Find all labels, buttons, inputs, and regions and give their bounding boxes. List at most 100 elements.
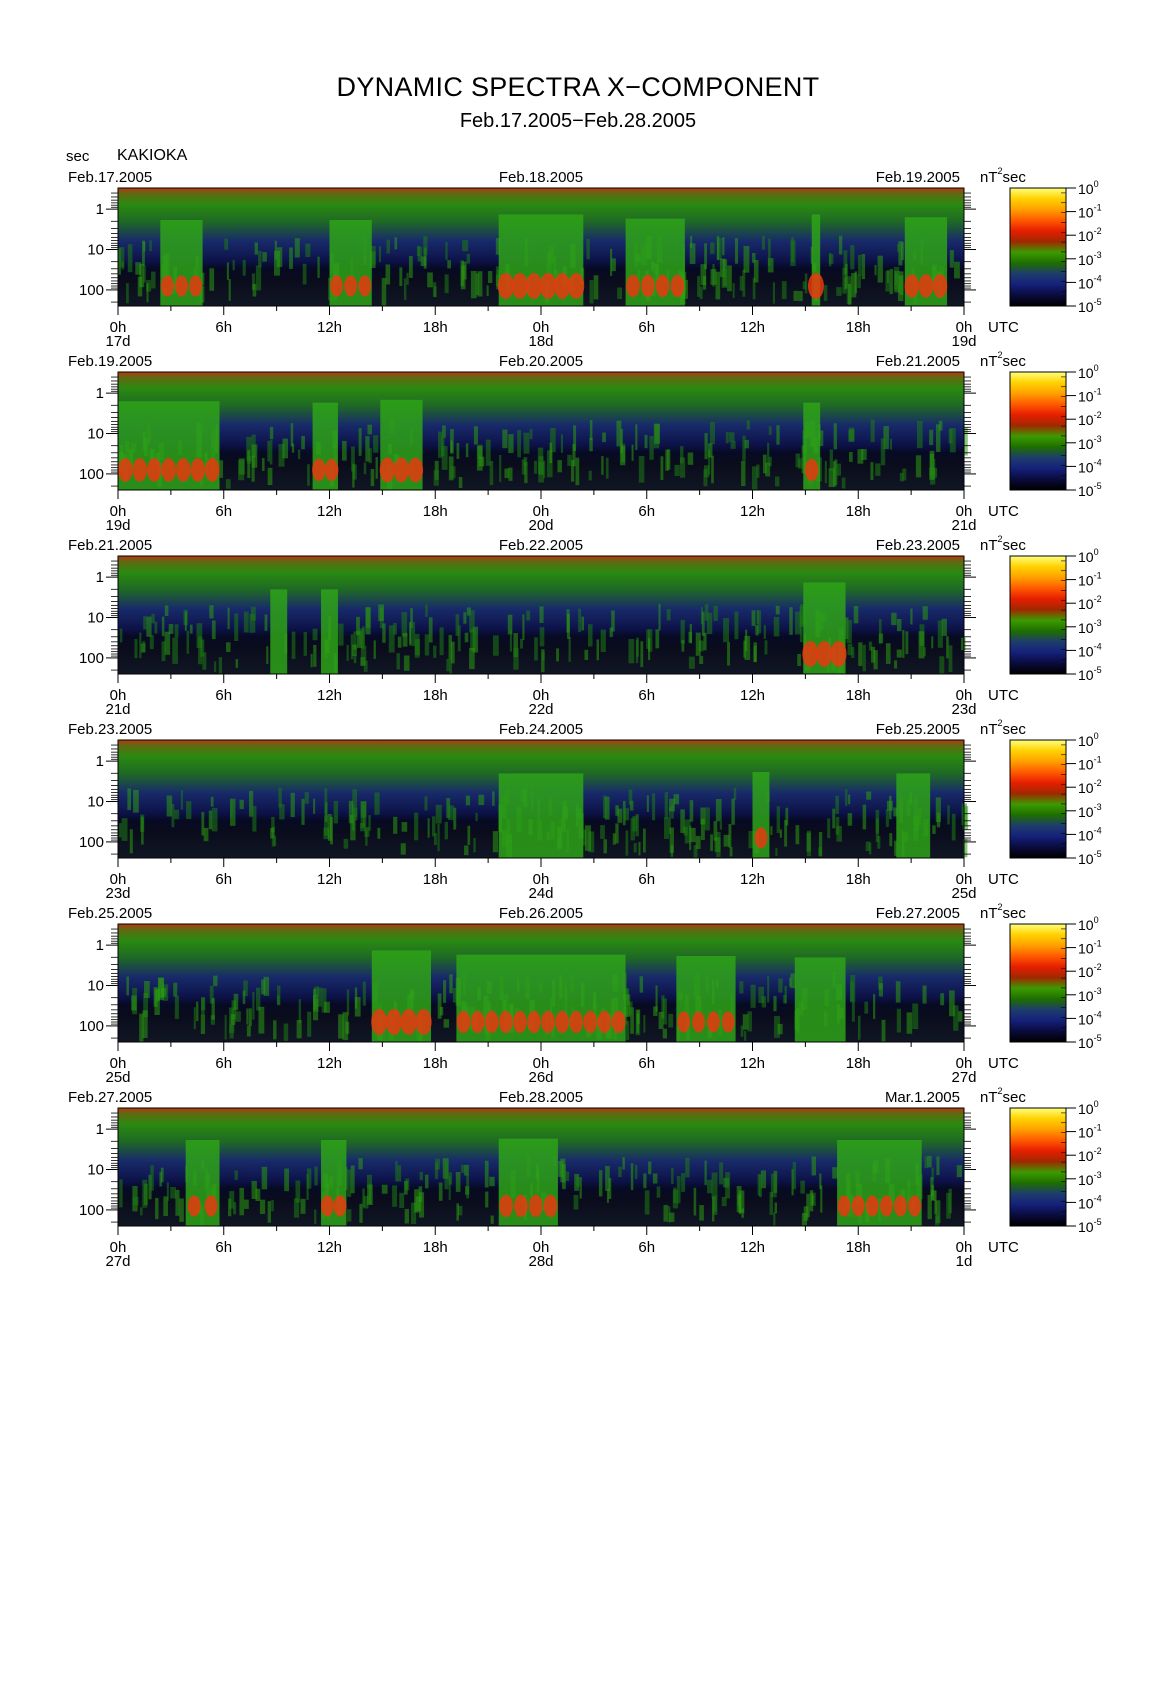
spectrum-texture bbox=[567, 454, 572, 466]
colorbar-tick-label: 100 bbox=[1078, 179, 1099, 197]
spectrum-texture bbox=[359, 1203, 363, 1223]
spectrum-texture bbox=[731, 798, 735, 825]
day-label-left: 17d bbox=[105, 333, 130, 350]
colorbar-tick-label: 10-3 bbox=[1078, 434, 1102, 452]
x-tick-label: 12h bbox=[317, 871, 342, 888]
power-peak bbox=[320, 1195, 334, 1217]
spectrum-texture bbox=[961, 637, 966, 651]
x-tick-label: 18h bbox=[423, 319, 448, 336]
colorbar bbox=[1009, 1107, 1067, 1227]
spectrum-texture bbox=[149, 240, 152, 252]
spectrum-texture bbox=[956, 1165, 962, 1178]
power-burst bbox=[794, 957, 846, 1042]
spectrum-texture bbox=[727, 265, 732, 292]
spectrum-texture bbox=[484, 1160, 489, 1188]
spectrum-texture bbox=[688, 656, 695, 669]
x-tick-label: 12h bbox=[317, 1239, 342, 1256]
power-peak bbox=[161, 458, 176, 482]
spectrum-texture bbox=[654, 423, 661, 444]
x-tick-label: 6h bbox=[638, 319, 655, 336]
spectrum-texture bbox=[271, 1200, 274, 1212]
spectrum-texture bbox=[772, 282, 776, 304]
spectrum-texture bbox=[604, 796, 610, 820]
day-label-mid: 20d bbox=[528, 517, 553, 534]
spectrum-texture bbox=[957, 1011, 963, 1022]
spectrum-texture bbox=[363, 660, 368, 672]
spectrum-texture bbox=[252, 991, 255, 1020]
spectrum-texture bbox=[799, 615, 803, 643]
spectrum-texture bbox=[171, 803, 175, 828]
panel-date-right: Feb.19.2005 bbox=[876, 169, 960, 186]
y-tick-label: 1 bbox=[96, 385, 104, 402]
spectrum-texture bbox=[644, 1190, 650, 1215]
spectrum-texture bbox=[698, 640, 704, 652]
spectrum-texture bbox=[742, 435, 746, 461]
panel-date-right: Feb.25.2005 bbox=[876, 721, 960, 738]
spectrum-texture bbox=[211, 808, 218, 832]
power-peak bbox=[205, 458, 220, 482]
y-tick-label: 100 bbox=[79, 834, 104, 851]
spectrum-texture bbox=[428, 617, 433, 643]
spectrum-texture bbox=[898, 241, 903, 266]
spectrum-texture bbox=[663, 1204, 669, 1222]
spectrum-texture bbox=[668, 1206, 671, 1223]
spectrum-texture bbox=[135, 262, 142, 275]
spectrum-texture bbox=[828, 468, 835, 488]
spectrum-texture bbox=[526, 610, 531, 621]
spectrum-texture bbox=[727, 642, 731, 666]
spectrum-texture bbox=[712, 1197, 718, 1215]
spectrum-texture bbox=[895, 981, 901, 1003]
spectrum-texture bbox=[284, 1168, 290, 1192]
spectrum-texture bbox=[690, 235, 693, 248]
spectrum-texture bbox=[674, 464, 680, 477]
panel-date-mid: Feb.18.2005 bbox=[499, 169, 583, 186]
spectrum-texture bbox=[648, 629, 653, 652]
y-tick-label: 1 bbox=[96, 1121, 104, 1138]
spectrum-texture bbox=[273, 250, 280, 276]
spectrum-texture bbox=[806, 830, 812, 857]
spectrum-texture bbox=[729, 847, 733, 857]
x-tick-label: 6h bbox=[638, 1055, 655, 1072]
power-peak bbox=[908, 1195, 922, 1217]
spectrum-texture bbox=[129, 829, 133, 854]
spectrum-texture bbox=[121, 818, 128, 841]
spectrum-texture bbox=[420, 256, 427, 266]
spectrum-texture bbox=[352, 807, 358, 821]
spectrum-texture bbox=[161, 616, 165, 637]
colorbar-tick-label: 10-3 bbox=[1078, 802, 1102, 820]
spectrum-texture bbox=[119, 823, 122, 838]
spectrum-texture bbox=[406, 272, 409, 285]
spectrum-texture bbox=[464, 1164, 469, 1176]
spectrum-texture bbox=[776, 806, 781, 834]
spectrum-texture bbox=[893, 807, 898, 817]
x-tick-label: 12h bbox=[740, 319, 765, 336]
day-label-right: 23d bbox=[951, 701, 976, 718]
spectrum-texture bbox=[203, 827, 209, 842]
spectrum-texture bbox=[200, 639, 205, 657]
spectrum-texture bbox=[704, 604, 709, 621]
colorbar-unit: nT2sec bbox=[980, 902, 1026, 922]
spectrum-texture bbox=[447, 260, 451, 269]
day-label-right: 21d bbox=[951, 517, 976, 534]
x-tick-label: 6h bbox=[215, 871, 232, 888]
colorbar-tick-label: 10-1 bbox=[1078, 1123, 1102, 1141]
spectrum-texture bbox=[710, 834, 713, 851]
spectrum-texture bbox=[728, 432, 735, 442]
spectrum-texture bbox=[689, 243, 696, 264]
spectrum-texture bbox=[427, 272, 433, 288]
power-peak bbox=[379, 457, 395, 483]
x-tick-label: 0h bbox=[956, 687, 973, 704]
power-peak bbox=[670, 274, 685, 298]
spectrum-texture bbox=[666, 609, 671, 621]
spectrum-texture bbox=[267, 467, 273, 486]
spectrum-texture bbox=[739, 981, 744, 994]
power-peak bbox=[754, 827, 768, 849]
spectrum-texture bbox=[562, 1163, 566, 1190]
spectrum-texture bbox=[143, 241, 146, 252]
spectrum-texture bbox=[437, 823, 440, 852]
spectrum-texture bbox=[784, 985, 787, 1004]
spectrum-texture bbox=[664, 792, 668, 819]
spectrum-texture bbox=[835, 816, 840, 835]
spectrum-texture bbox=[363, 462, 367, 475]
power-burst bbox=[321, 589, 338, 674]
